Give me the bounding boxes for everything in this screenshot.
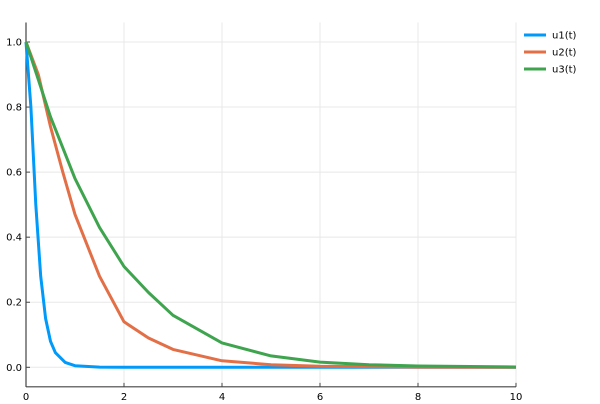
legend-label: u3(t) <box>552 65 577 76</box>
x-tick-label: 6 <box>317 392 323 400</box>
grid <box>25 22 517 387</box>
x-tick-label: 4 <box>219 392 225 400</box>
series-line-u2t <box>24 41 517 369</box>
y-tick-label: 0.8 <box>6 103 22 114</box>
y-tick-label: 0.2 <box>6 298 22 309</box>
legend-label: u1(t) <box>552 31 577 42</box>
series-lines <box>24 41 517 369</box>
series-line-u3t <box>24 41 517 369</box>
x-tick-label: 2 <box>121 392 127 400</box>
y-tick-label: 0.4 <box>6 233 22 244</box>
x-tick-label: 0 <box>23 392 29 400</box>
legend-label: u2(t) <box>552 48 577 59</box>
y-tick-label: 0.0 <box>6 363 22 374</box>
y-tick-label: 1.0 <box>6 38 22 49</box>
x-tick-label: 8 <box>415 392 421 400</box>
x-tick-label: 10 <box>510 392 523 400</box>
axes: 0 2 4 6 8 10 0.0 0.2 0.4 0.6 0.8 1.0 <box>6 22 523 403</box>
y-tick-label: 0.6 <box>6 168 22 179</box>
series-line-u1t <box>24 41 516 369</box>
legend: u1(t) u2(t) u3(t) <box>524 31 577 76</box>
